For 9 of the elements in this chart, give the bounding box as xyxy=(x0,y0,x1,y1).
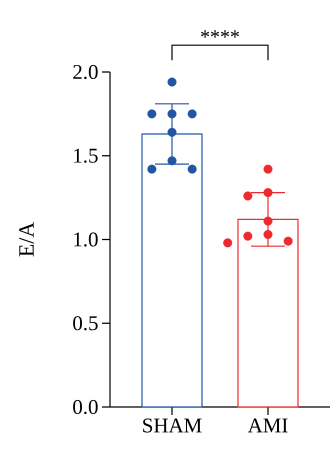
y-tick-label: 0.0 xyxy=(73,400,98,414)
y-axis-title: E/A xyxy=(19,222,34,257)
x-tick-label: AMI xyxy=(248,418,288,432)
y-tick-label: 1.5 xyxy=(74,148,98,163)
y-tick-label: 1.0 xyxy=(74,232,98,247)
x-tick-label: SHAM xyxy=(143,418,202,433)
text: **** xyxy=(201,30,239,38)
y-tick-label: 0.5 xyxy=(73,316,98,330)
y-tick-label: 2.0 xyxy=(73,64,98,80)
